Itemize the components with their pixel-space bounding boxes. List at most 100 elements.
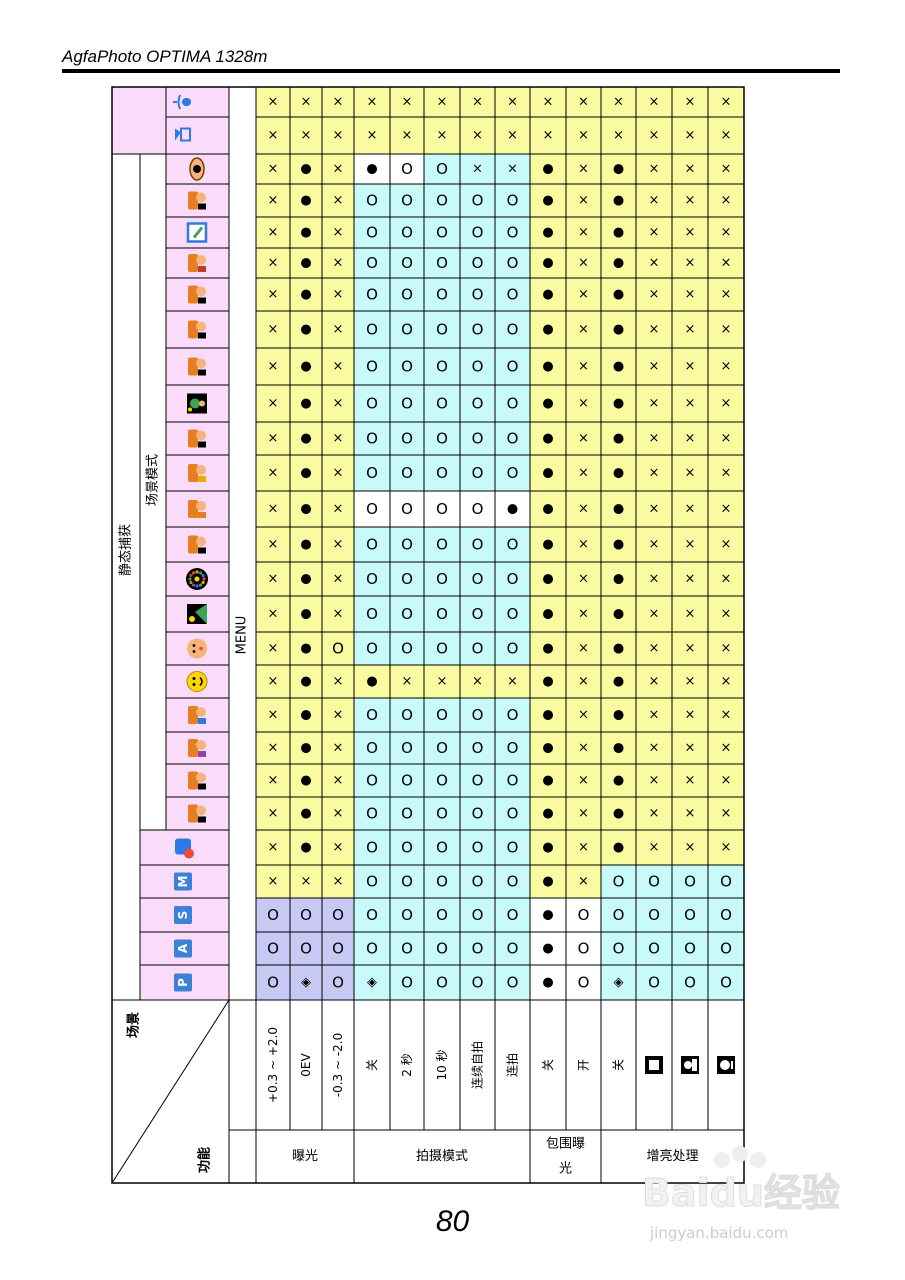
matrix-cell [529, 347, 567, 386]
cell-not-available: × [333, 322, 344, 337]
matrix-cell [389, 421, 425, 456]
matrix-cell [635, 384, 673, 423]
cell-available: O [366, 873, 378, 891]
cell-available: O [366, 321, 378, 339]
cell-default: ● [613, 806, 624, 821]
cell-not-available: × [649, 840, 660, 855]
cell-available: O [366, 906, 378, 924]
matrix-cell [565, 731, 602, 765]
corner-cell [111, 999, 257, 1184]
cell-available: O [401, 739, 413, 757]
cell-not-available: × [721, 193, 732, 208]
cell-available: O [366, 839, 378, 857]
matrix-cell [565, 561, 602, 597]
matrix-cell [494, 664, 531, 699]
cell-available: O [436, 570, 448, 588]
matrix-cell [353, 763, 391, 798]
cell-not-available: × [578, 256, 589, 271]
person-silhouette-icon [681, 1056, 699, 1074]
cell-not-available: × [721, 840, 732, 855]
cell-not-available: × [685, 193, 696, 208]
matrix-cell [321, 595, 355, 633]
cell-not-available: × [333, 840, 344, 855]
video-voice-header [111, 86, 167, 155]
cell-default: ● [507, 502, 518, 517]
cell-not-available: × [333, 773, 344, 788]
cell-available: O [507, 358, 519, 376]
matrix-cell [389, 526, 425, 563]
cell-available: O [507, 706, 519, 724]
matrix-cell [600, 731, 637, 765]
mode-m-icon: M [174, 872, 192, 891]
row-label: +0.3 ~ +2.0 [266, 1027, 280, 1103]
cell-not-available: × [268, 162, 279, 177]
row-label: 连拍 [505, 1053, 520, 1077]
cell-available: O [332, 906, 344, 924]
cell-default: ● [542, 193, 553, 208]
matrix-cell [321, 421, 355, 456]
mode-a-icon: A [174, 939, 192, 958]
matrix-cell [321, 829, 355, 866]
cell-not-available: × [333, 466, 344, 481]
matrix-cell [321, 664, 355, 699]
matrix-cell [459, 796, 496, 831]
matrix-cell [255, 526, 291, 563]
cell-not-available: × [333, 431, 344, 446]
matrix-cell [529, 490, 567, 528]
cell-default: ● [613, 572, 624, 587]
cell-not-available: × [578, 396, 589, 411]
matrix-cell [321, 183, 355, 218]
cell-available: O [436, 605, 448, 623]
matrix-cell [600, 595, 637, 633]
matrix-cell [671, 247, 709, 279]
cell-available: O [648, 873, 660, 891]
cell-default: ● [613, 322, 624, 337]
cell-available: O [472, 739, 484, 757]
matrix-cell [635, 116, 673, 155]
matrix-cell [707, 829, 745, 866]
matrix-cell [459, 454, 496, 492]
matrix-cell [600, 277, 637, 312]
matrix-cell [671, 310, 709, 349]
cell-available: O [401, 254, 413, 272]
cell-available: O [436, 739, 448, 757]
cell-default: ● [613, 641, 624, 656]
cell-not-available: × [649, 256, 660, 271]
cell-not-available: × [268, 431, 279, 446]
matrix-cell [321, 964, 355, 1001]
matrix-cell [289, 153, 323, 185]
row-label: 连续自拍 [470, 1041, 485, 1089]
cell-not-available: × [649, 674, 660, 689]
matrix-cell [353, 631, 391, 666]
row-label-cell [321, 999, 355, 1131]
cell-available: O [401, 358, 413, 376]
cell-default: ● [300, 162, 311, 177]
row-label-cell [565, 999, 602, 1131]
cell-not-available: × [578, 773, 589, 788]
cell-available: O [613, 906, 625, 924]
matrix-cell [459, 153, 496, 185]
cell-not-available: × [472, 162, 483, 177]
matrix-cell [635, 864, 673, 899]
matrix-cell [423, 731, 461, 765]
matrix-cell [423, 631, 461, 666]
cell-not-available: × [268, 287, 279, 302]
cell-available: O [436, 286, 448, 304]
corner-function-label: 功能 [197, 1147, 213, 1173]
cell-not-available: × [268, 322, 279, 337]
cell-default: ● [300, 572, 311, 587]
cell-available: O [684, 940, 696, 958]
cell-available: O [507, 805, 519, 823]
cell-available: O [507, 224, 519, 242]
cell-not-available: × [685, 840, 696, 855]
cell-not-available: × [268, 193, 279, 208]
cell-not-available: × [721, 537, 732, 552]
cell-not-available: × [402, 674, 413, 689]
cell-not-available: × [649, 359, 660, 374]
cell-available: O [436, 839, 448, 857]
id-photo-icon [188, 191, 206, 210]
cell-available: O [472, 906, 484, 924]
matrix-cell [707, 454, 745, 492]
cell-available: O [401, 906, 413, 924]
matrix-cell [423, 347, 461, 386]
